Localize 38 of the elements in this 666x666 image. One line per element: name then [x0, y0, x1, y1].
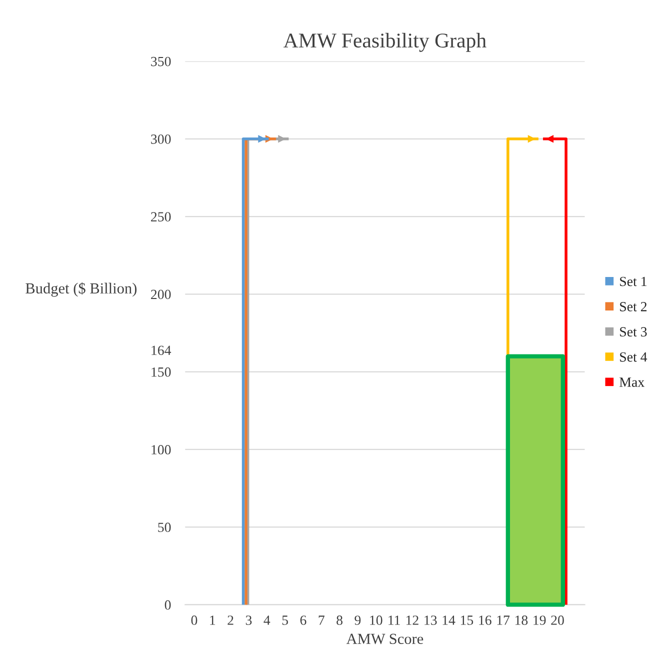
- y-tick-label: 0: [164, 600, 171, 610]
- y-tick-label: 164: [152, 346, 172, 356]
- x-tick-label: 10: [370, 616, 382, 625]
- x-tick-label: 19: [534, 616, 546, 625]
- x-tick-label: 16: [479, 616, 492, 625]
- x-tick-label: 14: [442, 616, 456, 625]
- x-tick-label: 18: [515, 616, 528, 625]
- y-tick-label: 150: [152, 367, 171, 377]
- legend-label: Set 1: [620, 276, 646, 286]
- x-tick-label: 15: [460, 616, 474, 625]
- x-tick-label: 12: [406, 616, 418, 625]
- y-tick-label: 50: [158, 522, 171, 532]
- chart-title: AMW Feasibility Graph: [283, 32, 486, 52]
- x-tick-label: 5: [282, 616, 288, 625]
- x-tick-label: 17: [497, 616, 510, 625]
- x-tick-label: 11: [388, 616, 400, 625]
- x-tick-label: 20: [551, 616, 564, 625]
- legend-label: Set 4: [620, 352, 648, 362]
- legend-label: Max: [620, 378, 644, 387]
- x-axis-title: AMW Score: [346, 634, 424, 644]
- x-tick-label: 7: [318, 616, 324, 625]
- y-tick-label: 100: [152, 445, 171, 454]
- x-tick-label: 1: [210, 616, 216, 625]
- x-tick-label: 3: [246, 616, 252, 625]
- legend-label: Set 2: [620, 302, 647, 312]
- x-tick-label: 6: [300, 616, 306, 625]
- x-tick-label: 2: [228, 616, 234, 625]
- y-axis-title: Budget ($ Billion): [26, 282, 137, 297]
- y-tick-label: 200: [151, 290, 171, 300]
- x-tick-label: 13: [424, 616, 437, 625]
- x-tick-label: 9: [354, 616, 361, 625]
- y-tick-label: 300: [151, 134, 171, 144]
- x-tick-label: 0: [191, 616, 198, 625]
- legend-label: Set 3: [620, 327, 647, 337]
- x-tick-label: 8: [336, 616, 342, 625]
- y-tick-label: 250: [151, 212, 171, 222]
- y-tick-label: 350: [151, 56, 171, 66]
- x-tick-label: 4: [264, 616, 270, 625]
